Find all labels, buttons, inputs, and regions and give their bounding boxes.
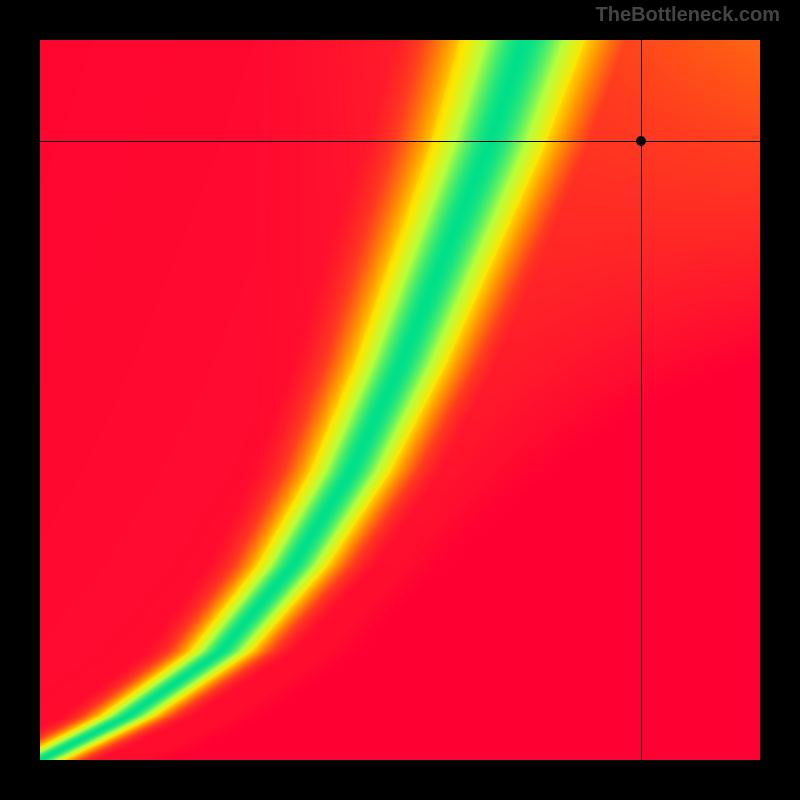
crosshair-horizontal <box>40 141 760 142</box>
watermark-text: TheBottleneck.com <box>596 4 780 27</box>
selection-marker <box>636 136 646 146</box>
plot-area <box>40 40 760 760</box>
crosshair-vertical <box>641 40 642 760</box>
bottleneck-heatmap <box>40 40 760 760</box>
